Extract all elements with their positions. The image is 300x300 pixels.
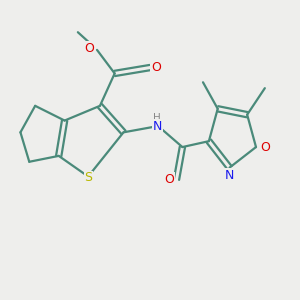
Text: S: S [84,172,92,184]
Text: O: O [164,173,174,186]
Text: H: H [154,113,161,123]
Text: N: N [225,169,234,182]
Text: O: O [260,141,270,154]
Text: O: O [151,61,161,74]
Text: O: O [85,42,94,55]
Text: N: N [153,120,162,133]
